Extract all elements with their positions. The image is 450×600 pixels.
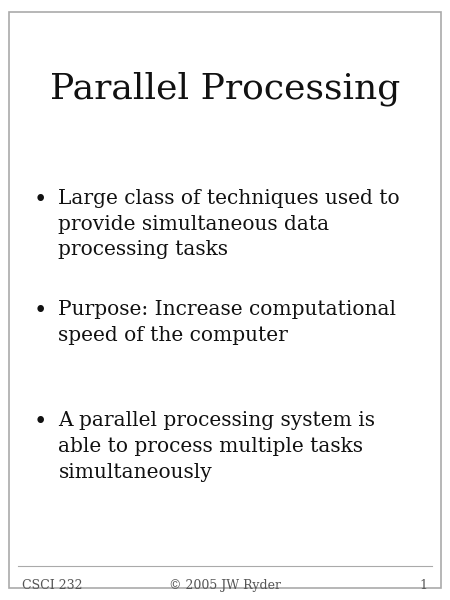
FancyBboxPatch shape bbox=[9, 12, 441, 588]
Text: Purpose: Increase computational
speed of the computer: Purpose: Increase computational speed of… bbox=[58, 300, 396, 345]
Text: CSCI 232: CSCI 232 bbox=[22, 579, 83, 592]
Text: A parallel processing system is
able to process multiple tasks
simultaneously: A parallel processing system is able to … bbox=[58, 411, 375, 481]
Text: Parallel Processing: Parallel Processing bbox=[50, 72, 400, 107]
Text: •: • bbox=[34, 189, 47, 211]
Text: 1: 1 bbox=[419, 579, 428, 592]
Text: © 2005 JW Ryder: © 2005 JW Ryder bbox=[169, 579, 281, 592]
Text: •: • bbox=[34, 300, 47, 322]
Text: Large class of techniques used to
provide simultaneous data
processing tasks: Large class of techniques used to provid… bbox=[58, 189, 400, 259]
Text: •: • bbox=[34, 411, 47, 433]
